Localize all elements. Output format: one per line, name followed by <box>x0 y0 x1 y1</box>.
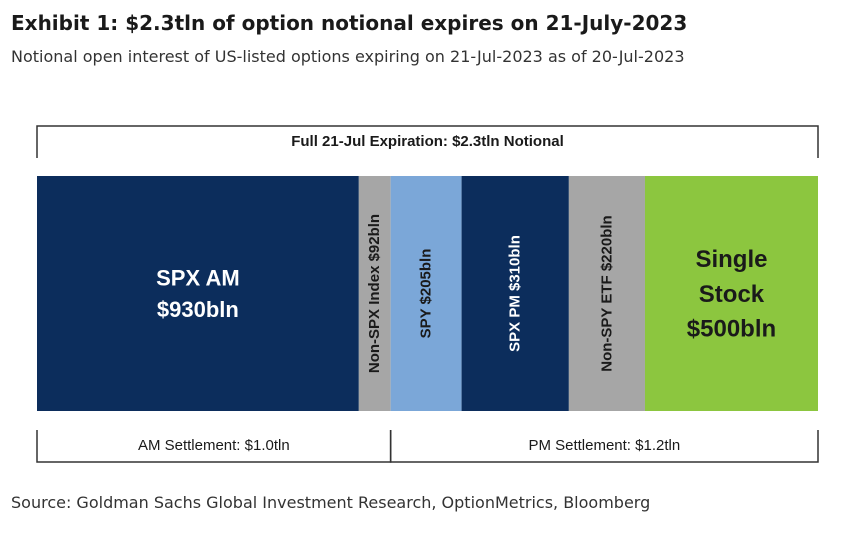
bottom-bracket-label-pm-settlement: PM Settlement: $1.2tln <box>528 437 680 454</box>
segment-single-stock <box>644 176 818 411</box>
bottom-bracket-line-pm-settlement <box>389 430 819 463</box>
segment-spx-pm <box>461 176 569 411</box>
source-note: Source: Goldman Sachs Global Investment … <box>11 493 651 512</box>
segment-spx-am <box>37 176 359 411</box>
segment-label-line: $930bln <box>157 297 239 322</box>
segment-label-non-spx-index: Non-SPX Index $92bln <box>366 214 383 373</box>
segment-non-spy-etf <box>568 176 645 411</box>
segment-spy <box>390 176 462 411</box>
top-bracket-line <box>36 125 819 158</box>
segment-label-single-stock: Single Stock $500bln <box>687 246 776 343</box>
chart-title: Exhibit 1: $2.3tln of option notional ex… <box>11 11 688 35</box>
segment-label-line: Stock <box>699 281 765 308</box>
segment-label-line: Single <box>695 246 767 273</box>
segment-label-line: $500bln <box>687 316 776 343</box>
top-bracket-label: Full 21-Jul Expiration: $2.3tln Notional <box>291 133 564 150</box>
segment-label-spy: SPY $205bln <box>418 249 435 339</box>
segment-label-spx-pm: SPX PM $310bln <box>507 235 524 352</box>
bottom-bracket-label-am-settlement: AM Settlement: $1.0tln <box>138 437 290 454</box>
segment-label-line: SPX AM <box>156 265 240 290</box>
segment-non-spx-index <box>358 176 391 411</box>
chart-subtitle: Notional open interest of US-listed opti… <box>11 47 685 66</box>
segment-label-spx-am: SPX AM $930bln <box>156 265 240 322</box>
segment-label-non-spy-etf: Non-SPY ETF $220bln <box>598 215 615 371</box>
